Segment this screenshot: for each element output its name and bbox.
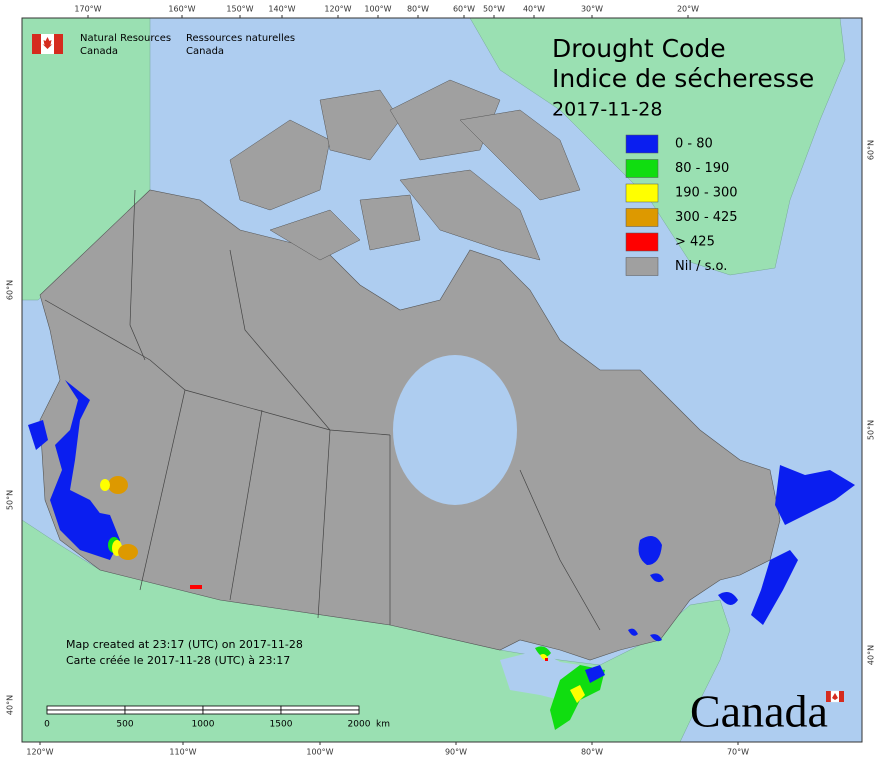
scale-segment bbox=[202, 705, 282, 711]
graticule-label: 140°W bbox=[268, 5, 295, 14]
graticule-label: 40°W bbox=[523, 5, 545, 14]
scale-unit: km bbox=[376, 720, 390, 730]
drought-area bbox=[718, 591, 738, 605]
title: Indice de sécheresse bbox=[552, 64, 814, 93]
hudson-bay bbox=[393, 355, 517, 505]
legend-label: 0 - 80 bbox=[675, 137, 713, 152]
scale-label: 0 bbox=[44, 720, 50, 730]
drought-area bbox=[751, 550, 798, 625]
scale-label: 2000 bbox=[348, 720, 371, 730]
org-name: Natural Resources bbox=[80, 33, 171, 44]
graticule-label: 60°W bbox=[453, 5, 475, 14]
drought-area bbox=[535, 646, 551, 657]
title: Drought Code bbox=[552, 34, 726, 63]
scale-segment bbox=[46, 705, 126, 711]
drought-area bbox=[545, 658, 548, 661]
scale-label: 500 bbox=[116, 720, 133, 730]
graticule-label: 50°W bbox=[483, 5, 505, 14]
graticule-label: 120°W bbox=[26, 748, 53, 757]
legend-label: 190 - 300 bbox=[675, 186, 738, 201]
frame bbox=[21, 17, 863, 743]
graticule-label: 120°W bbox=[324, 5, 351, 14]
graticule-label: 60°N bbox=[867, 140, 876, 160]
legend-swatch bbox=[625, 257, 659, 276]
footer-note: Carte créée le 2017-11-28 (UTC) à 23:17 bbox=[66, 654, 290, 667]
scale-segment bbox=[124, 709, 204, 715]
legend-swatch bbox=[625, 232, 659, 252]
graticule-label: 20°W bbox=[677, 5, 699, 14]
org-name: Ressources naturelles bbox=[186, 33, 295, 44]
drought-area bbox=[585, 665, 605, 683]
graticule-label: 30°W bbox=[581, 5, 603, 14]
drought-area bbox=[190, 585, 202, 589]
drought-area bbox=[650, 634, 662, 642]
scale-segment bbox=[124, 705, 204, 711]
legend-label: > 425 bbox=[675, 235, 715, 250]
drought-area bbox=[118, 544, 138, 560]
graticule-label: 70°W bbox=[727, 748, 749, 757]
arctic-islands bbox=[229, 79, 581, 261]
graticule-label: 110°W bbox=[169, 748, 196, 757]
wordmark: Canada bbox=[690, 686, 828, 737]
legend-swatch bbox=[625, 134, 659, 154]
scale-label: 1000 bbox=[192, 720, 215, 730]
footer-note: Map created at 23:17 (UTC) on 2017-11-28 bbox=[66, 638, 303, 651]
graticule-label: 170°W bbox=[74, 5, 101, 14]
graticule-label: 80°W bbox=[581, 748, 603, 757]
drought-area bbox=[100, 479, 110, 491]
scale-segment bbox=[280, 705, 360, 711]
scale-label: 1500 bbox=[270, 720, 293, 730]
graticule-label: 40°N bbox=[867, 645, 876, 665]
scale-segment bbox=[280, 709, 360, 715]
legend-swatch bbox=[625, 208, 659, 227]
graticule-label: 150°W bbox=[226, 5, 253, 14]
borders bbox=[44, 189, 601, 631]
legend: 0 - 80 80 - 190 190 - 300 300 - 425 > 425 Nil… bbox=[625, 134, 738, 276]
graticule-label: 90°W bbox=[445, 748, 467, 757]
drought-area bbox=[570, 685, 585, 703]
legend-swatch bbox=[625, 183, 659, 203]
org-name: Canada bbox=[80, 46, 118, 57]
drought-area bbox=[28, 420, 48, 450]
graticule-label: 100°W bbox=[306, 748, 333, 757]
graticule-label: 160°W bbox=[168, 5, 195, 14]
graticule-label: 100°W bbox=[364, 5, 391, 14]
drought-area bbox=[628, 628, 638, 636]
graticule-label: 60°N bbox=[6, 280, 15, 300]
drought-area bbox=[638, 536, 662, 565]
nrcan-logo: Natural Resources Canada Ressources natu… bbox=[32, 33, 295, 57]
drought-area bbox=[775, 465, 855, 525]
drought-area bbox=[108, 476, 128, 494]
graticule-label: 50°N bbox=[6, 490, 15, 510]
legend-label: 80 - 190 bbox=[675, 161, 729, 176]
legend-swatch bbox=[625, 159, 659, 178]
graticule-label: 80°W bbox=[407, 5, 429, 14]
legend-label: 300 - 425 bbox=[675, 210, 738, 225]
canada-wordmark: Canada bbox=[690, 686, 844, 737]
graticule-label: 50°N bbox=[867, 420, 876, 440]
scale-segment bbox=[202, 709, 282, 715]
drought-areas bbox=[28, 380, 855, 730]
scale-bar: 0 500 1000 1500 2000 km bbox=[44, 705, 390, 730]
graticule-label: 40°N bbox=[6, 695, 15, 715]
graticule-labels: 170°W 160°W 150°W 140°W 120°W 100°W 80°W 60°W 50… bbox=[6, 5, 876, 757]
org-name: Canada bbox=[186, 46, 224, 57]
date: 2017-11-28 bbox=[552, 99, 662, 121]
drought-area bbox=[650, 573, 664, 583]
legend-label: Nil / s.o. bbox=[675, 259, 727, 274]
scale-segment bbox=[46, 709, 126, 715]
